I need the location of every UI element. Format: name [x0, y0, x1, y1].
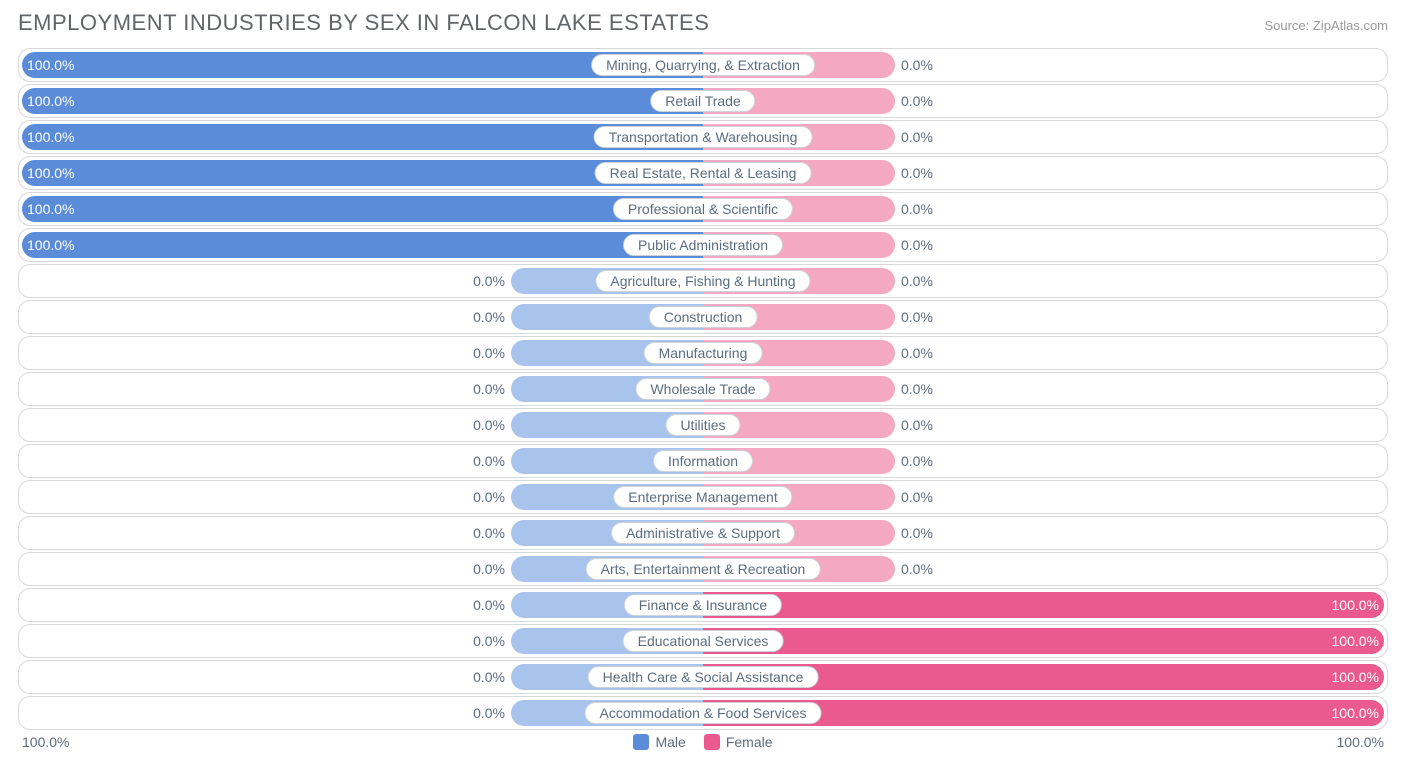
category-label: Construction	[649, 306, 758, 328]
chart-row: 0.0% 0.0% Information	[18, 444, 1388, 478]
axis-right-label: 100.0%	[1337, 734, 1384, 750]
male-pct-label: 0.0%	[473, 453, 505, 469]
male-swatch-icon	[633, 734, 649, 750]
category-label: Professional & Scientific	[613, 198, 793, 220]
male-pct-label: 100.0%	[27, 165, 74, 181]
male-pct-label: 100.0%	[27, 201, 74, 217]
chart-row: 100.0% 0.0% Public Administration	[18, 228, 1388, 262]
female-pct-label: 0.0%	[901, 417, 933, 433]
female-pct-label: 0.0%	[901, 525, 933, 541]
male-pct-label: 100.0%	[27, 57, 74, 73]
chart-footer: 100.0% Male Female 100.0%	[18, 734, 1388, 750]
chart-row: 100.0% 0.0% Mining, Quarrying, & Extractio…	[18, 48, 1388, 82]
source-label: Source: ZipAtlas.com	[1264, 18, 1388, 33]
chart-row: 0.0% 0.0% Construction	[18, 300, 1388, 334]
chart-row: 0.0% 0.0% Manufacturing	[18, 336, 1388, 370]
category-label: Administrative & Support	[611, 522, 795, 544]
axis-left-label: 100.0%	[22, 734, 69, 750]
male-pct-label: 0.0%	[473, 489, 505, 505]
female-pct-label: 0.0%	[901, 165, 933, 181]
chart-row: 0.0% 0.0% Wholesale Trade	[18, 372, 1388, 406]
male-pct-label: 0.0%	[473, 633, 505, 649]
legend-male-label: Male	[655, 734, 685, 750]
chart-area: 100.0% 0.0% Mining, Quarrying, & Extractio…	[18, 48, 1388, 730]
chart-row: 0.0% 100.0% Educational Services	[18, 624, 1388, 658]
female-pct-label: 0.0%	[901, 345, 933, 361]
chart-row: 0.0% 0.0% Administrative & Support	[18, 516, 1388, 550]
female-bar	[703, 628, 1384, 654]
category-label: Accommodation & Food Services	[585, 702, 822, 724]
female-bar	[703, 592, 1384, 618]
male-pct-label: 0.0%	[473, 669, 505, 685]
male-pct-label: 100.0%	[27, 129, 74, 145]
male-pct-label: 0.0%	[473, 345, 505, 361]
category-label: Mining, Quarrying, & Extraction	[591, 54, 815, 76]
category-label: Retail Trade	[650, 90, 755, 112]
category-label: Enterprise Management	[613, 486, 792, 508]
female-pct-label: 0.0%	[901, 561, 933, 577]
chart-row: 100.0% 0.0% Real Estate, Rental & Leasing	[18, 156, 1388, 190]
male-bar	[22, 196, 703, 222]
male-pct-label: 100.0%	[27, 93, 74, 109]
female-pct-label: 0.0%	[901, 381, 933, 397]
female-pct-label: 0.0%	[901, 237, 933, 253]
male-pct-label: 0.0%	[473, 273, 505, 289]
male-bar	[22, 232, 703, 258]
male-bar	[22, 88, 703, 114]
category-label: Information	[653, 450, 753, 472]
category-label: Health Care & Social Assistance	[588, 666, 819, 688]
category-label: Real Estate, Rental & Leasing	[595, 162, 812, 184]
category-label: Wholesale Trade	[635, 378, 770, 400]
chart-row: 0.0% 0.0% Utilities	[18, 408, 1388, 442]
chart-row: 100.0% 0.0% Professional & Scientific	[18, 192, 1388, 226]
category-label: Educational Services	[623, 630, 784, 652]
chart-row: 0.0% 0.0% Enterprise Management	[18, 480, 1388, 514]
chart-row: 100.0% 0.0% Retail Trade	[18, 84, 1388, 118]
category-label: Agriculture, Fishing & Hunting	[595, 270, 810, 292]
category-label: Transportation & Warehousing	[594, 126, 813, 148]
category-label: Manufacturing	[644, 342, 763, 364]
female-pct-label: 100.0%	[1332, 597, 1379, 613]
female-pct-label: 0.0%	[901, 93, 933, 109]
female-pct-label: 0.0%	[901, 309, 933, 325]
male-pct-label: 0.0%	[473, 309, 505, 325]
legend: Male Female	[633, 734, 772, 750]
female-swatch-icon	[704, 734, 720, 750]
female-pct-label: 100.0%	[1332, 669, 1379, 685]
female-pct-label: 0.0%	[901, 453, 933, 469]
male-pct-label: 0.0%	[473, 597, 505, 613]
chart-title: EMPLOYMENT INDUSTRIES BY SEX IN FALCON L…	[18, 10, 709, 36]
chart-row: 0.0% 100.0% Finance & Insurance	[18, 588, 1388, 622]
chart-container: EMPLOYMENT INDUSTRIES BY SEX IN FALCON L…	[0, 0, 1406, 776]
chart-row: 0.0% 100.0% Accommodation & Food Services	[18, 696, 1388, 730]
male-pct-label: 0.0%	[473, 561, 505, 577]
category-label: Public Administration	[623, 234, 783, 256]
female-pct-label: 100.0%	[1332, 633, 1379, 649]
category-label: Utilities	[665, 414, 740, 436]
header: EMPLOYMENT INDUSTRIES BY SEX IN FALCON L…	[18, 10, 1388, 36]
chart-row: 0.0% 0.0% Arts, Entertainment & Recreation	[18, 552, 1388, 586]
male-pct-label: 100.0%	[27, 237, 74, 253]
chart-row: 0.0% 100.0% Health Care & Social Assistanc…	[18, 660, 1388, 694]
female-pct-label: 100.0%	[1332, 705, 1379, 721]
chart-row: 0.0% 0.0% Agriculture, Fishing & Hunting	[18, 264, 1388, 298]
male-pct-label: 0.0%	[473, 525, 505, 541]
female-pct-label: 0.0%	[901, 57, 933, 73]
male-pct-label: 0.0%	[473, 417, 505, 433]
category-label: Finance & Insurance	[624, 594, 782, 616]
female-pct-label: 0.0%	[901, 273, 933, 289]
category-label: Arts, Entertainment & Recreation	[586, 558, 821, 580]
male-pct-label: 0.0%	[473, 381, 505, 397]
legend-female-label: Female	[726, 734, 773, 750]
legend-male: Male	[633, 734, 685, 750]
male-pct-label: 0.0%	[473, 705, 505, 721]
legend-female: Female	[704, 734, 773, 750]
female-pct-label: 0.0%	[901, 489, 933, 505]
female-pct-label: 0.0%	[901, 201, 933, 217]
chart-row: 100.0% 0.0% Transportation & Warehousing	[18, 120, 1388, 154]
female-pct-label: 0.0%	[901, 129, 933, 145]
